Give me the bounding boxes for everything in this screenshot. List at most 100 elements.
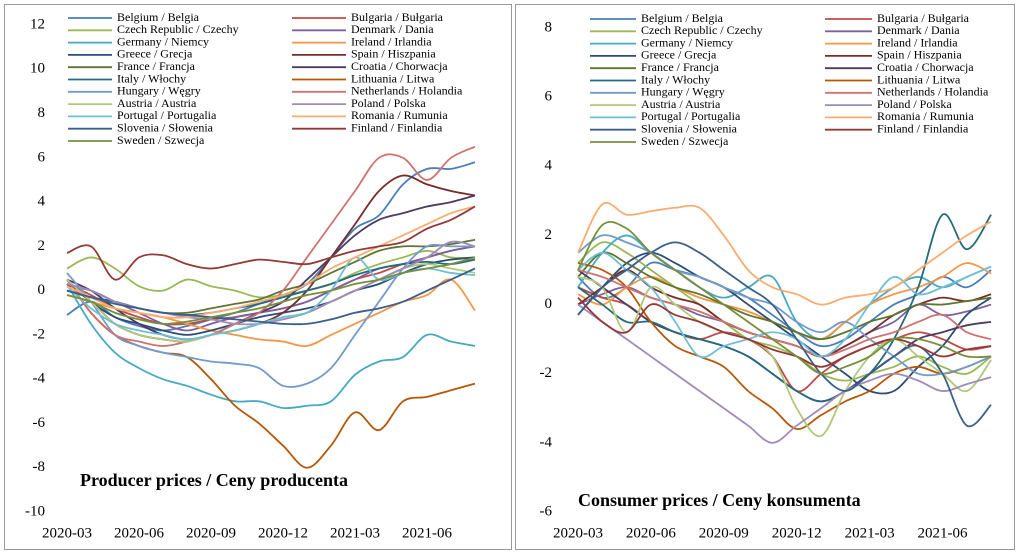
series-line [66,194,476,341]
legend-label: Netherlands / Holandia [877,85,989,99]
legend-label: Slovenia / Słowenia [641,121,738,135]
legend-label: Hungary / Węgry [641,85,725,99]
y-tick-label: 0 [38,282,46,298]
legend-label: Portugal / Portugalia [641,109,741,123]
series-line [66,243,475,388]
legend-label: Greece / Grecja [117,47,193,61]
legend-label: Belgium / Belgia [641,11,724,25]
legend-label: Hungary / Węgry [117,84,201,98]
legend-label: Czech Republic / Czechy [117,22,239,36]
legend-label: Sweden / Szwecja [641,134,729,148]
legend-label: Ireland / Irlandia [877,35,958,49]
y-tick-label: -2 [540,365,553,381]
y-tick-label: -6 [33,415,46,431]
legend-label: Sweden / Szwecja [117,133,205,147]
series-line [66,256,476,325]
series-line [577,262,992,430]
legend-label: Poland / Polska [877,97,952,111]
series-line [66,205,476,319]
legend-label: Greece / Grecja [641,48,717,62]
legend-label: Czech Republic / Czechy [641,23,763,37]
legend-label: Slovenia / Słowenia [117,120,214,134]
legend-label: Lithuania / Litwa [877,72,961,86]
legend-label: Belgium / Belgia [117,10,200,24]
y-tick-label: -4 [540,434,553,450]
x-tick-label: 2021-06 [918,525,968,541]
legend-label: Finland / Finlandia [877,121,969,135]
x-tick-label: 2020-12 [258,525,308,541]
legend-label: Romania / Rumunia [877,109,974,123]
legend-label: France / Francja [117,59,196,73]
series-line [577,251,992,341]
series-line [577,297,992,368]
y-tick-label: 6 [545,89,553,105]
x-tick-label: 2020-12 [772,525,822,541]
chart-title: Consumer prices / Ceny konsumenta [578,490,861,510]
x-tick-label: 2020-03 [42,525,92,541]
y-tick-label: 12 [30,16,45,32]
series-line [577,261,992,348]
legend-label: Portugal / Portugalia [117,108,217,122]
y-tick-label: 2 [38,238,46,254]
legend-label: Bulgaria / Bułgaria [877,11,970,25]
legend-label: Austria / Austria [117,96,197,110]
legend-label: Croatia / Chorwacja [351,59,448,73]
y-tick-label: 10 [30,61,45,77]
y-tick-label: 4 [545,158,553,174]
legend-label: France / Francja [641,60,720,74]
legend-label: Spain / Hiszpania [351,47,436,61]
x-tick-label: 2021-06 [402,525,452,541]
legend-label: Netherlands / Holandia [351,84,463,98]
legend-label: Croatia / Chorwacja [877,60,974,74]
legend-label: Bulgaria / Bułgaria [351,10,444,24]
y-tick-label: -4 [33,371,46,387]
series-line [66,249,476,299]
y-tick-label: 0 [545,296,553,312]
panel-border [515,4,1015,550]
series-line [577,251,992,359]
legend-label: Austria / Austria [641,97,721,111]
y-tick-label: -10 [25,503,45,519]
y-tick-label: 8 [38,105,46,121]
legend-label: Spain / Hiszpania [877,48,962,62]
chart-title: Producer prices / Ceny producenta [80,470,348,490]
y-tick-label: 8 [545,19,553,35]
y-tick-label: 6 [38,149,46,165]
x-tick-label: 2020-09 [186,525,236,541]
x-tick-label: 2021-03 [330,525,380,541]
legend-label: Romania / Rumunia [351,108,448,122]
series-line [66,145,476,347]
legend-label: Poland / Polska [351,96,426,110]
series-line [66,161,476,332]
y-tick-label: -6 [540,503,553,519]
series-line [577,241,992,382]
y-tick-label: -8 [33,459,46,475]
series-line [66,205,476,281]
legend-label: Germany / Niemcy [641,35,733,49]
series-line [577,201,992,306]
series-line [577,276,992,438]
x-tick-label: 2020-03 [553,525,603,541]
y-tick-label: -2 [33,326,46,342]
legend-label: Lithuania / Litwa [351,71,435,85]
series-line [66,283,476,410]
x-tick-label: 2020-09 [699,525,749,541]
legend-label: Italy / Włochy [117,71,186,85]
series-line [577,220,992,375]
x-tick-label: 2020-06 [114,525,164,541]
legend-label: Ireland / Irlandia [351,34,432,48]
panel-border [4,4,512,550]
x-tick-label: 2020-06 [626,525,676,541]
legend-label: Italy / Włochy [641,72,710,86]
legend-label: Denmark / Dania [877,23,960,37]
y-tick-label: 4 [38,194,46,210]
legend-label: Denmark / Dania [351,22,434,36]
x-tick-label: 2021-03 [845,525,895,541]
series-line [577,269,992,358]
y-tick-label: 2 [545,227,553,243]
series-line [577,303,992,444]
legend-label: Finland / Finlandia [351,120,443,134]
series-line [66,245,476,326]
